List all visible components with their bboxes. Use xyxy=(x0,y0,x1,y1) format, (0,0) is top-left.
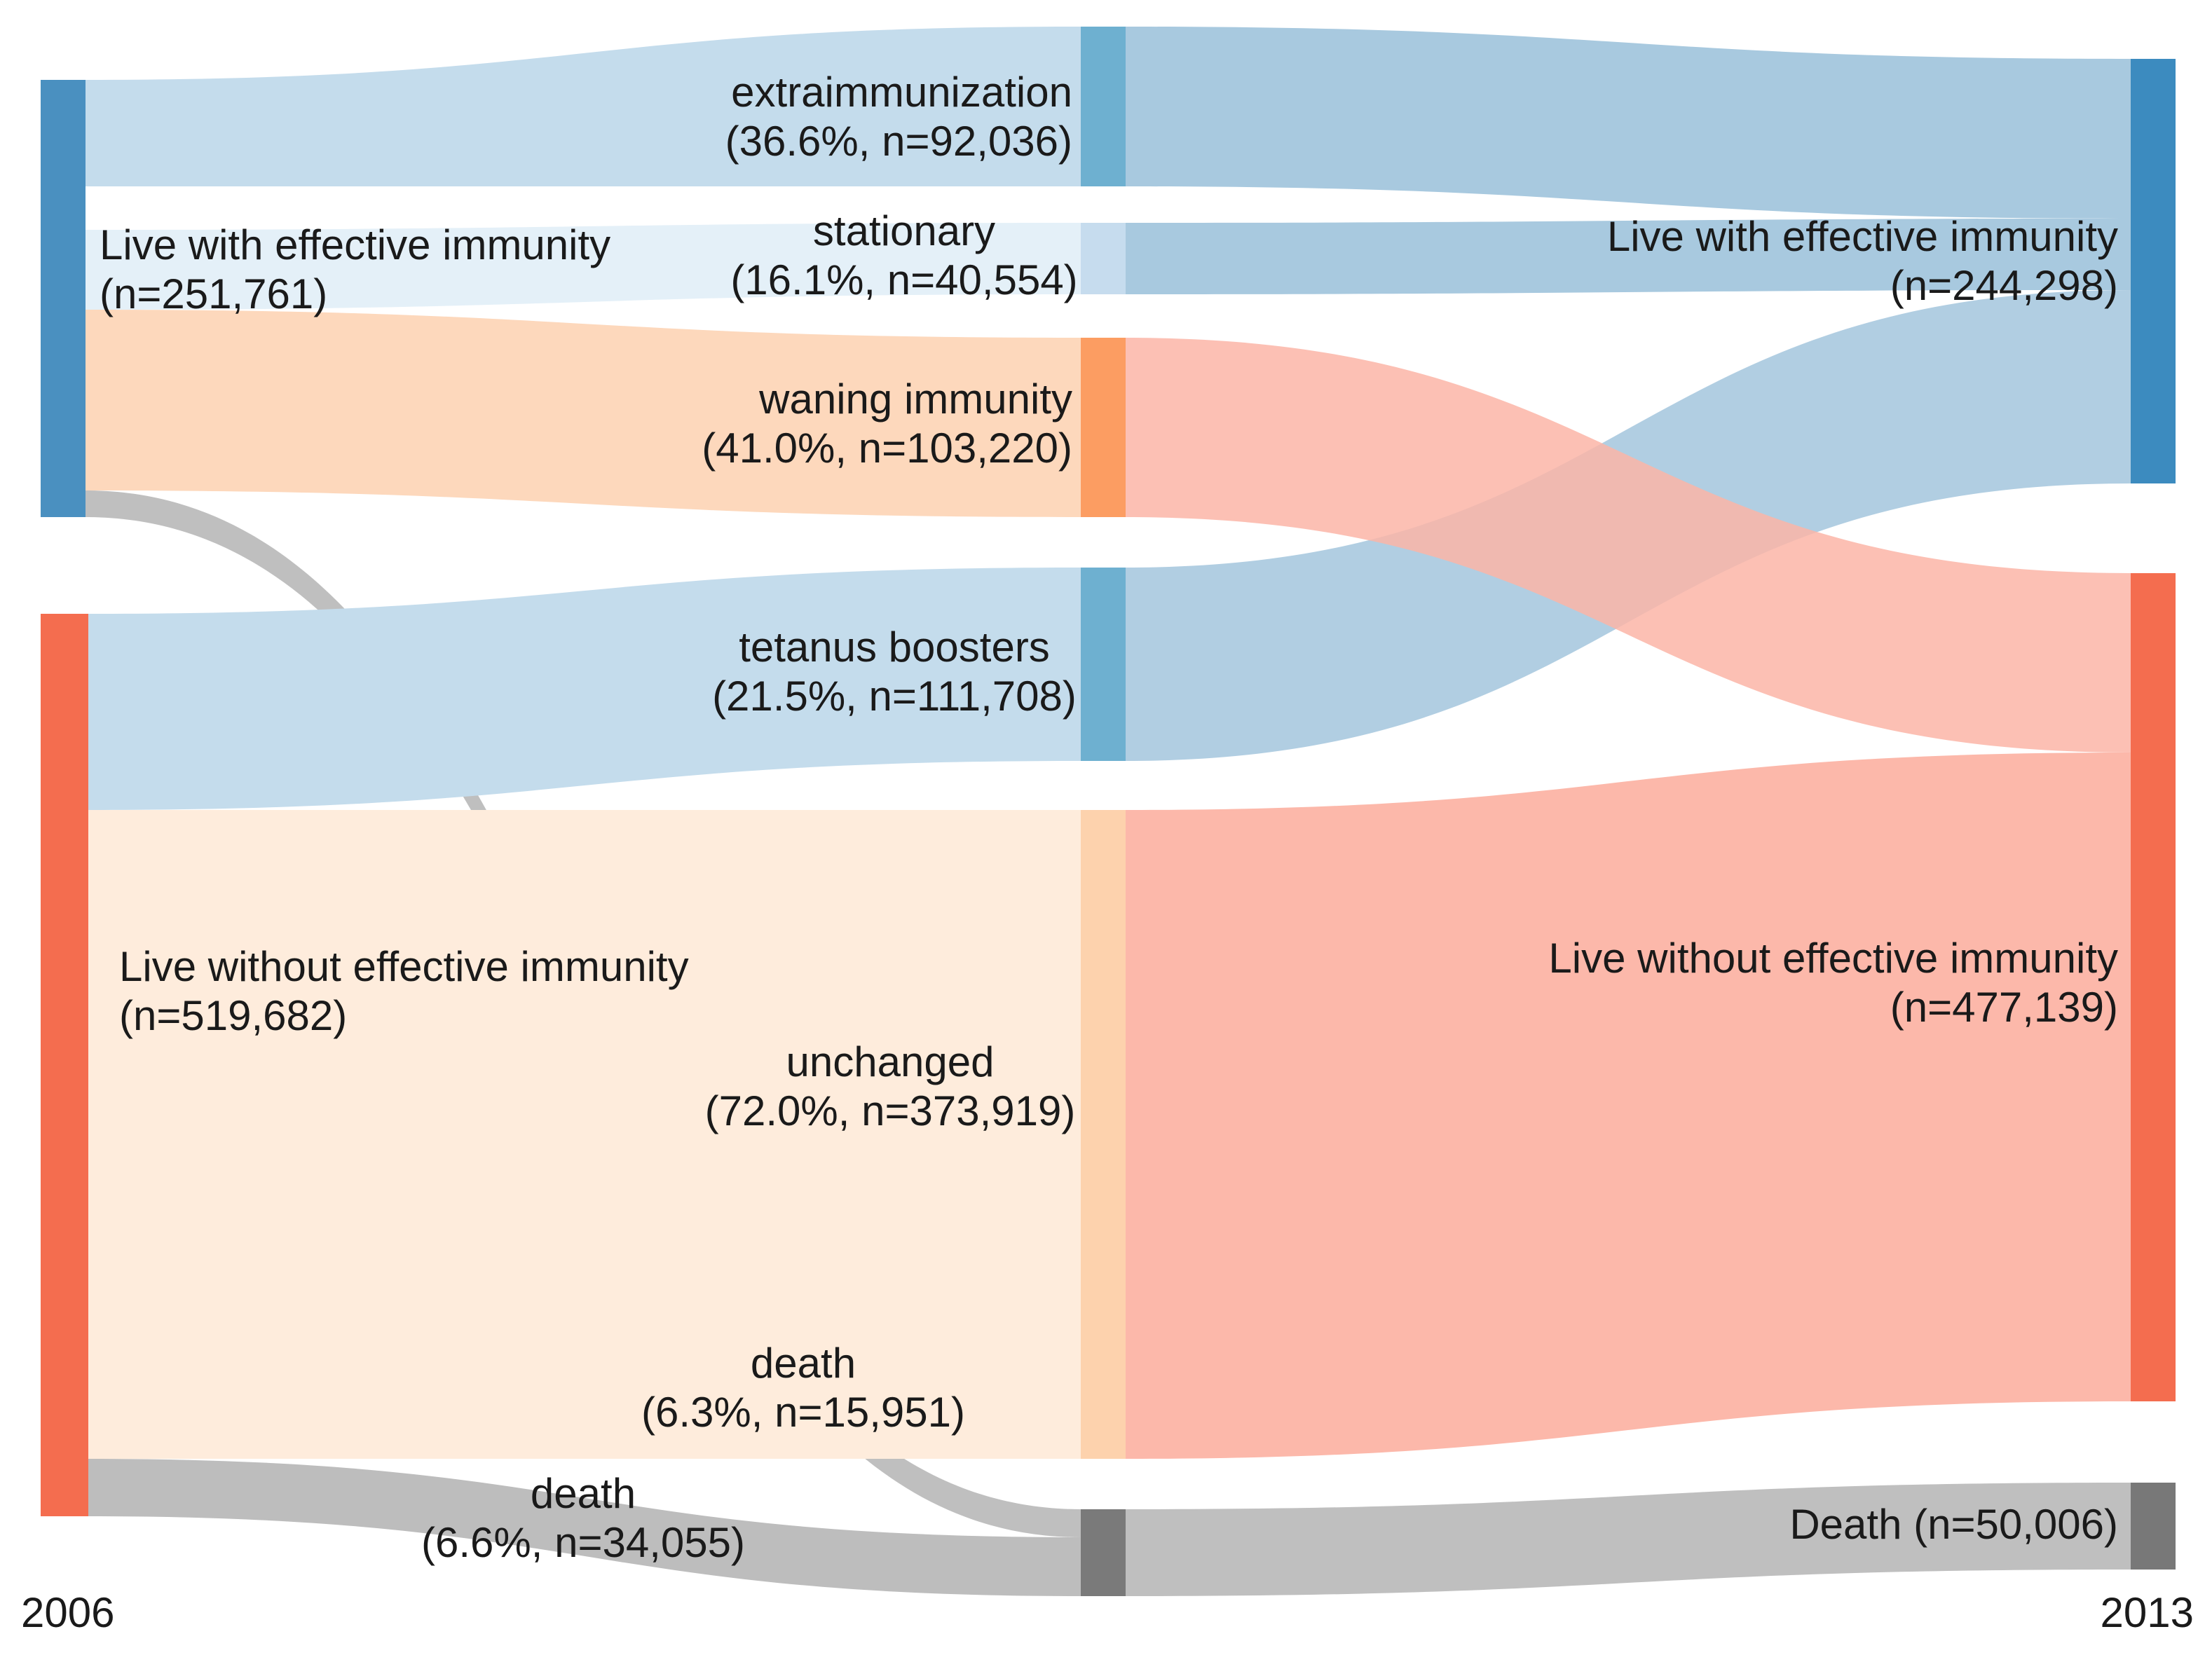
link-m-unch-to-r-noeff xyxy=(1126,753,2131,1459)
link-l-noeff-to-m-death xyxy=(88,1459,1081,1596)
link-label-l-noeff-death-line-2: (6.6%, n=34,055) xyxy=(421,1519,745,1566)
node-r-death xyxy=(2131,1483,2176,1570)
label-r-death: Death (n=50,006) xyxy=(1789,1501,2118,1548)
node-m-wane xyxy=(1081,338,1126,517)
node-l-eff xyxy=(41,80,86,517)
labels-layer: Live with effective immunity (n=251,761)L… xyxy=(100,69,2118,1566)
label-r-eff-line-2: (n=244,298) xyxy=(1890,262,2118,309)
label-r-eff-line-1: Live with effective immunity xyxy=(1607,213,2118,260)
node-l-noeff xyxy=(41,614,88,1516)
link-l-eff-to-m-stat xyxy=(86,223,1081,310)
nodes-layer xyxy=(41,27,2176,1596)
link-label-l-noeff-death: death (6.6%, n=34,055) xyxy=(421,1470,745,1566)
label-m-stat-line-1: stationary xyxy=(813,207,995,254)
node-m-stat xyxy=(1081,223,1126,294)
axis-label-end-year: 2013 xyxy=(2101,1589,2194,1636)
label-m-unch-line-1: unchanged xyxy=(786,1038,995,1085)
label-m-wane-line-2: (41.0%, n=103,220) xyxy=(702,425,1072,472)
label-r-noeff: Live without effective immunity (n=477,13… xyxy=(1548,935,2118,1031)
link-m-wane-to-r-noeff xyxy=(1126,338,2131,753)
node-m-death xyxy=(1081,1509,1126,1596)
label-m-wane: waning immunity (41.0%, n=103,220) xyxy=(702,376,1072,472)
label-m-stat-line-2: (16.1%, n=40,554) xyxy=(730,256,1077,303)
link-m-extra-to-r-eff xyxy=(1126,27,2131,219)
label-r-noeff-line-1: Live without effective immunity xyxy=(1548,935,2118,982)
label-m-extra-line-1: extraimmunization xyxy=(731,69,1072,116)
label-r-eff: Live with effective immunity (n=244,298) xyxy=(1607,213,2118,309)
label-l-eff-line-2: (n=251,761) xyxy=(100,270,327,317)
label-l-noeff: Live without effective immunity (n=519,68… xyxy=(119,943,689,1039)
node-m-unch xyxy=(1081,810,1126,1459)
label-m-boost: tetanus boosters (21.5%, n=111,708) xyxy=(712,624,1077,720)
links-layer xyxy=(86,27,2131,1596)
node-r-noeff xyxy=(2131,573,2176,1401)
link-l-noeff-to-m-boost xyxy=(88,568,1081,810)
node-r-eff xyxy=(2131,59,2176,483)
link-l-eff-to-m-extra xyxy=(86,27,1081,186)
node-m-boost xyxy=(1081,568,1126,761)
label-l-noeff-line-1: Live without effective immunity xyxy=(119,943,689,990)
link-label-l-noeff-death-line-1: death xyxy=(531,1470,636,1517)
label-m-stat: stationary (16.1%, n=40,554) xyxy=(730,207,1077,303)
label-l-eff-line-1: Live with effective immunity xyxy=(100,221,610,268)
label-r-death-line-1: Death (n=50,006) xyxy=(1789,1501,2118,1548)
label-m-boost-line-1: tetanus boosters xyxy=(739,624,1050,671)
label-m-wane-line-1: waning immunity xyxy=(758,376,1072,423)
link-label-l-eff-death: death (6.3%, n=15,951) xyxy=(641,1340,965,1436)
axis-label-start-year: 2006 xyxy=(21,1589,114,1636)
label-l-eff: Live with effective immunity (n=251,761) xyxy=(100,221,610,317)
label-m-unch-line-2: (72.0%, n=373,919) xyxy=(705,1087,1076,1134)
label-m-extra: extraimmunization (36.6%, n=92,036) xyxy=(725,69,1072,165)
label-m-extra-line-2: (36.6%, n=92,036) xyxy=(725,118,1072,165)
link-l-noeff-to-m-unch xyxy=(88,810,1081,1459)
link-m-death-to-r-death xyxy=(1126,1483,2131,1596)
link-label-l-eff-death-line-2: (6.3%, n=15,951) xyxy=(641,1389,965,1436)
link-m-stat-to-r-eff xyxy=(1126,219,2131,294)
label-m-boost-line-2: (21.5%, n=111,708) xyxy=(712,673,1077,720)
label-r-noeff-line-2: (n=477,139) xyxy=(1890,984,2118,1031)
label-l-noeff-line-2: (n=519,682) xyxy=(119,992,347,1039)
link-label-l-eff-death-line-1: death xyxy=(751,1340,856,1387)
node-m-extra xyxy=(1081,27,1126,186)
link-l-eff-to-m-wane xyxy=(86,310,1081,517)
label-m-unch: unchanged (72.0%, n=373,919) xyxy=(705,1038,1076,1134)
